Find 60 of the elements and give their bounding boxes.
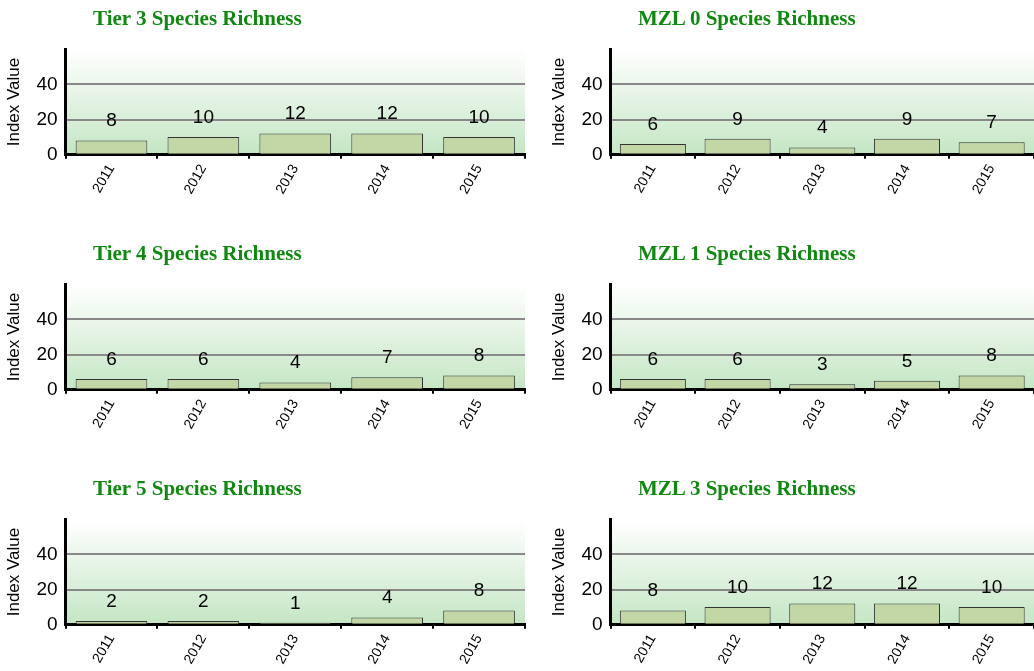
y-tick-label: 0 bbox=[46, 142, 58, 164]
data-label: 4 bbox=[381, 586, 393, 608]
y-tick-label: 20 bbox=[581, 107, 603, 129]
y-tick-label: 0 bbox=[46, 377, 58, 399]
data-label: 7 bbox=[381, 346, 393, 368]
y-axis-title: Index Value bbox=[548, 57, 568, 147]
data-label: 10 bbox=[981, 575, 1003, 597]
y-axis-title: Index Value bbox=[3, 57, 23, 147]
y-tick-label: 40 bbox=[581, 542, 603, 564]
data-label: 6 bbox=[106, 347, 117, 369]
y-tick-label: 40 bbox=[581, 72, 603, 94]
chart-title: Tier 5 Species Richness bbox=[93, 476, 302, 501]
chart-title: MZL 3 Species Richness bbox=[638, 476, 856, 501]
data-label: 6 bbox=[647, 112, 659, 134]
y-tick-label: 0 bbox=[591, 377, 603, 399]
data-label: 12 bbox=[284, 102, 306, 124]
data-label: 6 bbox=[198, 347, 209, 369]
chart-title: Tier 3 Species Richness bbox=[93, 6, 302, 31]
chart-title: MZL 0 Species Richness bbox=[638, 6, 856, 31]
y-tick-label: 0 bbox=[591, 612, 603, 634]
y-tick-label: 20 bbox=[581, 577, 603, 599]
y-tick-label: 20 bbox=[581, 342, 603, 364]
data-label: 8 bbox=[647, 579, 659, 601]
data-label: 9 bbox=[901, 107, 913, 129]
data-label: 3 bbox=[816, 353, 828, 375]
y-axis-title: Index Value bbox=[3, 527, 23, 617]
data-label: 12 bbox=[376, 102, 398, 124]
y-tick-label: 0 bbox=[591, 142, 603, 164]
data-label: 12 bbox=[896, 572, 918, 594]
y-tick-label: 40 bbox=[36, 72, 58, 94]
data-label: 4 bbox=[289, 351, 301, 373]
data-label: 10 bbox=[727, 575, 749, 597]
data-label: 8 bbox=[473, 579, 485, 601]
data-label: 8 bbox=[473, 344, 485, 366]
data-label: 7 bbox=[986, 111, 997, 133]
data-label: 10 bbox=[468, 105, 490, 127]
data-label: 2 bbox=[106, 589, 117, 611]
y-axis-title: Index Value bbox=[548, 292, 568, 382]
data-label: 4 bbox=[816, 116, 828, 138]
data-label: 8 bbox=[986, 344, 997, 366]
data-label: 1 bbox=[289, 591, 301, 613]
data-label: 8 bbox=[106, 109, 117, 131]
y-tick-label: 20 bbox=[36, 342, 58, 364]
data-label: 9 bbox=[732, 107, 743, 129]
chart-title: Tier 4 Species Richness bbox=[93, 241, 302, 266]
data-label: 6 bbox=[732, 347, 743, 369]
chart-title: MZL 1 Species Richness bbox=[638, 241, 856, 266]
y-tick-label: 40 bbox=[36, 542, 58, 564]
data-label: 2 bbox=[198, 589, 209, 611]
y-axis-title: Index Value bbox=[548, 527, 568, 617]
y-axis-title: Index Value bbox=[3, 292, 23, 382]
y-tick-label: 20 bbox=[36, 107, 58, 129]
y-tick-label: 40 bbox=[581, 307, 603, 329]
data-label: 6 bbox=[647, 347, 659, 369]
y-tick-label: 0 bbox=[46, 612, 58, 634]
data-label: 5 bbox=[901, 349, 913, 371]
y-tick-label: 40 bbox=[36, 307, 58, 329]
y-tick-label: 20 bbox=[36, 577, 58, 599]
data-label: 12 bbox=[811, 572, 833, 594]
data-label: 10 bbox=[192, 105, 214, 127]
